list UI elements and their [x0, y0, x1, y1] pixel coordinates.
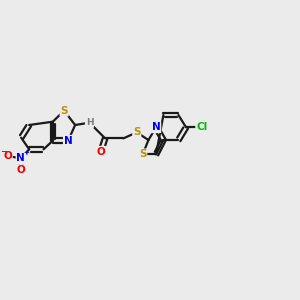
Text: −: −	[0, 148, 7, 157]
Text: N: N	[64, 136, 73, 146]
Text: O: O	[16, 165, 25, 175]
Text: Cl: Cl	[196, 122, 207, 132]
Text: N: N	[152, 122, 161, 132]
Text: O: O	[3, 151, 12, 161]
Text: S: S	[139, 149, 146, 159]
Text: +: +	[23, 150, 29, 156]
Text: O: O	[96, 147, 105, 157]
Text: S: S	[60, 106, 68, 116]
Text: H: H	[85, 118, 93, 127]
Text: S: S	[133, 127, 140, 137]
Text: N: N	[16, 153, 25, 163]
